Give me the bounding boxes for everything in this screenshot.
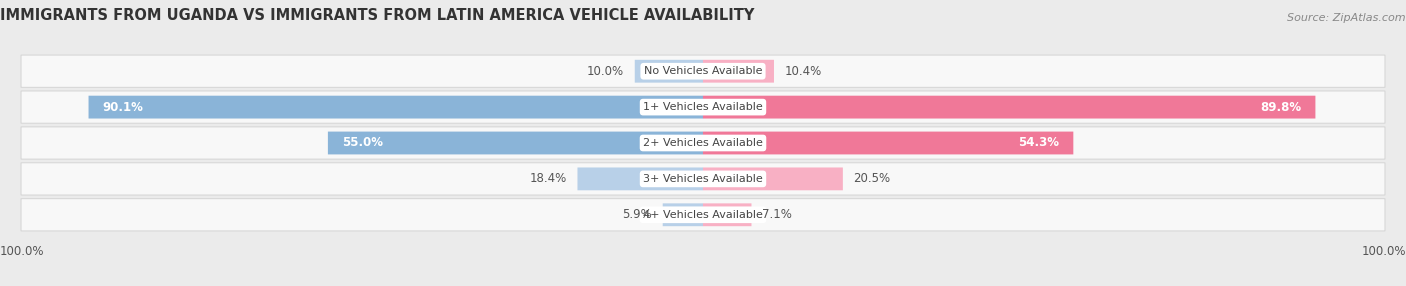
FancyBboxPatch shape <box>703 60 773 83</box>
Text: Source: ZipAtlas.com: Source: ZipAtlas.com <box>1288 13 1406 23</box>
Text: 18.4%: 18.4% <box>530 172 567 185</box>
Text: 1+ Vehicles Available: 1+ Vehicles Available <box>643 102 763 112</box>
FancyBboxPatch shape <box>703 96 1316 118</box>
FancyBboxPatch shape <box>21 91 1385 123</box>
Text: 4+ Vehicles Available: 4+ Vehicles Available <box>643 210 763 220</box>
Text: 7.1%: 7.1% <box>762 208 792 221</box>
Text: 2+ Vehicles Available: 2+ Vehicles Available <box>643 138 763 148</box>
Text: 10.0%: 10.0% <box>588 65 624 78</box>
FancyBboxPatch shape <box>703 168 842 190</box>
FancyBboxPatch shape <box>21 163 1385 195</box>
FancyBboxPatch shape <box>578 168 703 190</box>
FancyBboxPatch shape <box>328 132 703 154</box>
Text: No Vehicles Available: No Vehicles Available <box>644 66 762 76</box>
FancyBboxPatch shape <box>21 55 1385 87</box>
FancyBboxPatch shape <box>21 127 1385 159</box>
FancyBboxPatch shape <box>703 203 751 226</box>
Text: 5.9%: 5.9% <box>623 208 652 221</box>
Text: 20.5%: 20.5% <box>853 172 890 185</box>
Text: 89.8%: 89.8% <box>1260 101 1302 114</box>
Text: 3+ Vehicles Available: 3+ Vehicles Available <box>643 174 763 184</box>
FancyBboxPatch shape <box>662 203 703 226</box>
Text: 90.1%: 90.1% <box>103 101 143 114</box>
FancyBboxPatch shape <box>634 60 703 83</box>
Text: 100.0%: 100.0% <box>0 245 45 258</box>
Text: IMMIGRANTS FROM UGANDA VS IMMIGRANTS FROM LATIN AMERICA VEHICLE AVAILABILITY: IMMIGRANTS FROM UGANDA VS IMMIGRANTS FRO… <box>0 8 755 23</box>
FancyBboxPatch shape <box>21 199 1385 231</box>
Text: 55.0%: 55.0% <box>342 136 382 150</box>
Text: 100.0%: 100.0% <box>1361 245 1406 258</box>
FancyBboxPatch shape <box>89 96 703 118</box>
FancyBboxPatch shape <box>703 132 1073 154</box>
Text: 10.4%: 10.4% <box>785 65 821 78</box>
Text: 54.3%: 54.3% <box>1018 136 1059 150</box>
